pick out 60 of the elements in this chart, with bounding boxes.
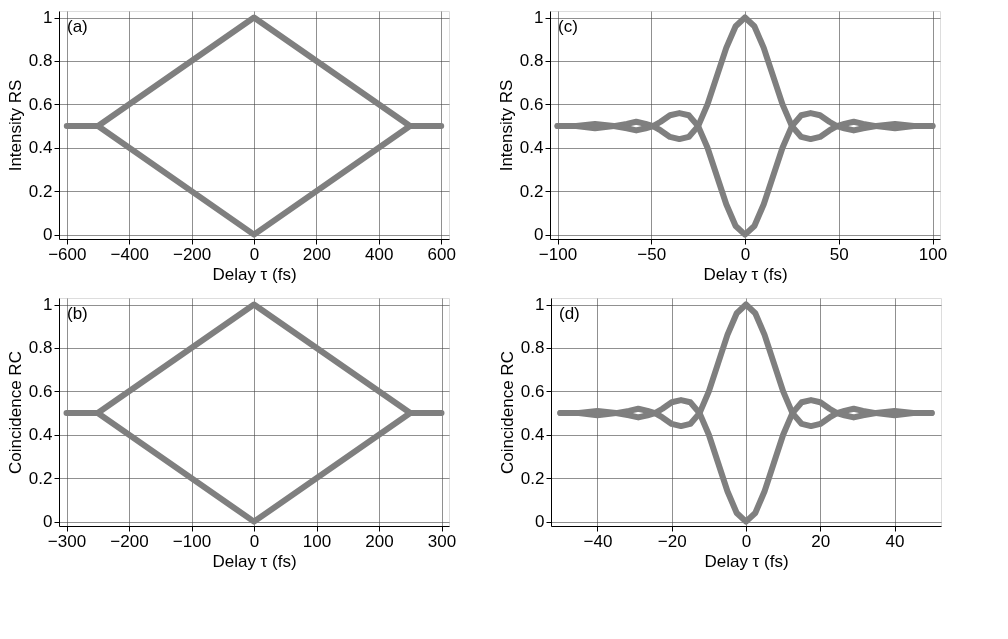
x-axis-title: Delay τ (fs) xyxy=(703,264,788,284)
x-tick-label: −100 xyxy=(172,531,212,551)
x-axis-title: Delay τ (fs) xyxy=(212,264,297,284)
y-tick-label: 0.6 xyxy=(520,381,545,401)
y-tick-label: 0.6 xyxy=(28,94,53,114)
y-axis-title: Intensity RS xyxy=(496,79,516,172)
x-tick-label: −400 xyxy=(110,244,149,264)
x-axis-title: Delay τ (fs) xyxy=(704,551,789,571)
y-tick-label: 0 xyxy=(535,512,545,532)
y-tick-label: 0.2 xyxy=(28,181,53,201)
x-tick-label: −20 xyxy=(657,531,687,551)
y-tick-label: 0.4 xyxy=(28,425,53,445)
y-tick-label: 0.2 xyxy=(28,468,53,488)
x-tick-label: 200 xyxy=(302,244,332,264)
y-tick-label: 0.4 xyxy=(519,138,544,158)
y-tick-label: 0.2 xyxy=(520,468,545,488)
y-tick-label: 1 xyxy=(43,8,53,28)
x-tick-label: 100 xyxy=(918,244,948,264)
y-tick-label: 0.8 xyxy=(28,338,53,358)
x-tick-label: −200 xyxy=(110,531,149,551)
y-tick-label: 0.8 xyxy=(519,51,544,71)
x-tick-label: 20 xyxy=(811,531,831,551)
x-tick-label: 40 xyxy=(885,531,905,551)
y-tick-label: 0 xyxy=(43,512,53,532)
y-axis-title: Coincidence RC xyxy=(5,351,25,474)
x-tick-label: −600 xyxy=(48,244,87,264)
x-axis-title: Delay τ (fs) xyxy=(212,551,297,571)
x-tick-label: −200 xyxy=(172,244,212,264)
y-axis-title: Intensity RS xyxy=(5,79,25,172)
x-tick-label: 0 xyxy=(741,531,752,551)
y-tick-label: 0.2 xyxy=(519,181,544,201)
y-tick-label: 0.4 xyxy=(28,138,53,158)
x-tick-label: 0 xyxy=(249,531,260,551)
annotation: (b) xyxy=(67,304,88,323)
x-tick-label: 400 xyxy=(365,244,394,264)
y-tick-label: 0.6 xyxy=(28,381,53,401)
y-tick-label: 1 xyxy=(534,8,544,28)
y-tick-label: 0.8 xyxy=(520,338,545,358)
y-tick-label: 0.6 xyxy=(519,94,544,114)
y-tick-label: 1 xyxy=(535,295,545,315)
x-tick-label: 50 xyxy=(829,244,849,264)
x-tick-label: 600 xyxy=(427,244,456,264)
x-tick-label: 100 xyxy=(302,531,332,551)
x-tick-label: −50 xyxy=(637,244,667,264)
x-tick-label: 0 xyxy=(249,244,260,264)
x-tick-label: −300 xyxy=(47,531,87,551)
y-tick-label: 1 xyxy=(43,295,53,315)
x-tick-label: 0 xyxy=(740,244,751,264)
annotation: (d) xyxy=(559,304,580,323)
y-tick-label: 0 xyxy=(43,225,53,245)
x-tick-label: −100 xyxy=(538,244,578,264)
x-tick-label: 300 xyxy=(427,531,457,551)
y-tick-label: 0.4 xyxy=(520,425,545,445)
y-tick-label: 0.8 xyxy=(28,51,53,71)
annotation: (a) xyxy=(67,17,88,36)
y-tick-label: 0 xyxy=(534,225,544,245)
y-axis-title: Coincidence RC xyxy=(497,351,517,474)
x-tick-label: −40 xyxy=(583,531,613,551)
annotation: (c) xyxy=(558,17,578,36)
x-tick-label: 200 xyxy=(365,531,394,551)
